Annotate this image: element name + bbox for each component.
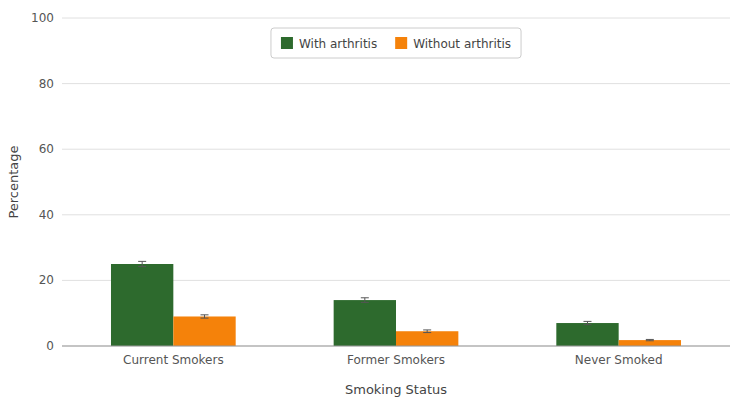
legend-swatch <box>395 37 407 49</box>
chart-container: 0 20 40 60 80 100 Current Smokers Former Smoker… <box>0 0 750 408</box>
y-tick-label: 80 <box>39 77 54 91</box>
x-axis-title: Smoking Status <box>345 382 447 397</box>
y-tick-label: 40 <box>39 208 54 222</box>
bar <box>334 300 396 346</box>
x-tick-label: Former Smokers <box>347 353 445 367</box>
bar <box>111 264 173 346</box>
grid <box>62 18 730 346</box>
grid-line <box>62 83 730 84</box>
grid-line <box>62 149 730 150</box>
error-bar <box>361 298 369 303</box>
legend: With arthritis Without arthritis <box>271 28 521 58</box>
grid-line <box>62 214 730 215</box>
grid-line <box>62 346 730 347</box>
bar <box>619 340 681 346</box>
error-bar <box>423 330 431 333</box>
y-tick-label: 0 <box>46 339 54 353</box>
legend-frame <box>271 28 521 58</box>
legend-swatch <box>281 37 293 49</box>
y-tick-label: 60 <box>39 142 54 156</box>
bar <box>173 316 235 346</box>
error-bar <box>138 261 146 266</box>
chart: 0 20 40 60 80 100 Current Smokers Former Smoker… <box>0 0 750 408</box>
x-axis-line <box>62 346 730 347</box>
y-tick-label: 20 <box>39 273 54 287</box>
bars <box>111 261 681 346</box>
y-tick-label: 100 <box>31 11 54 25</box>
grid-line <box>62 18 730 19</box>
bar <box>396 331 458 346</box>
error-bar <box>646 339 654 340</box>
legend-label: With arthritis <box>299 37 377 51</box>
legend-label: Without arthritis <box>413 37 511 51</box>
bar <box>556 323 618 346</box>
x-tick-label: Current Smokers <box>123 353 224 367</box>
x-tick-label: Never Smoked <box>575 353 663 367</box>
error-bar <box>583 321 591 324</box>
y-axis-title: Percentage <box>6 145 21 218</box>
error-bar <box>201 315 209 318</box>
